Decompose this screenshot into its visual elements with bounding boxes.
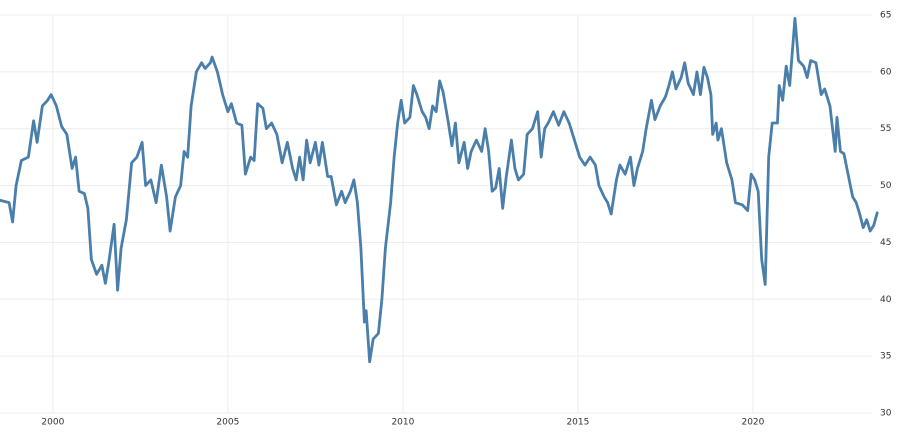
x-tick-label: 2000 xyxy=(41,418,64,428)
x-tick-label: 2010 xyxy=(391,418,414,428)
y-tick-label: 30 xyxy=(880,409,892,419)
y-tick-label: 35 xyxy=(880,352,891,362)
x-tick-label: 2020 xyxy=(741,418,764,428)
x-tick-label: 2015 xyxy=(566,418,589,428)
y-tick-label: 40 xyxy=(880,295,892,305)
y-tick-label: 60 xyxy=(880,67,892,77)
y-tick-label: 55 xyxy=(880,124,891,134)
y-tick-label: 45 xyxy=(880,238,891,248)
x-tick-label: 2005 xyxy=(216,418,239,428)
line-series xyxy=(0,17,879,364)
y-tick-label: 50 xyxy=(880,181,892,191)
y-tick-label: 65 xyxy=(880,11,891,21)
